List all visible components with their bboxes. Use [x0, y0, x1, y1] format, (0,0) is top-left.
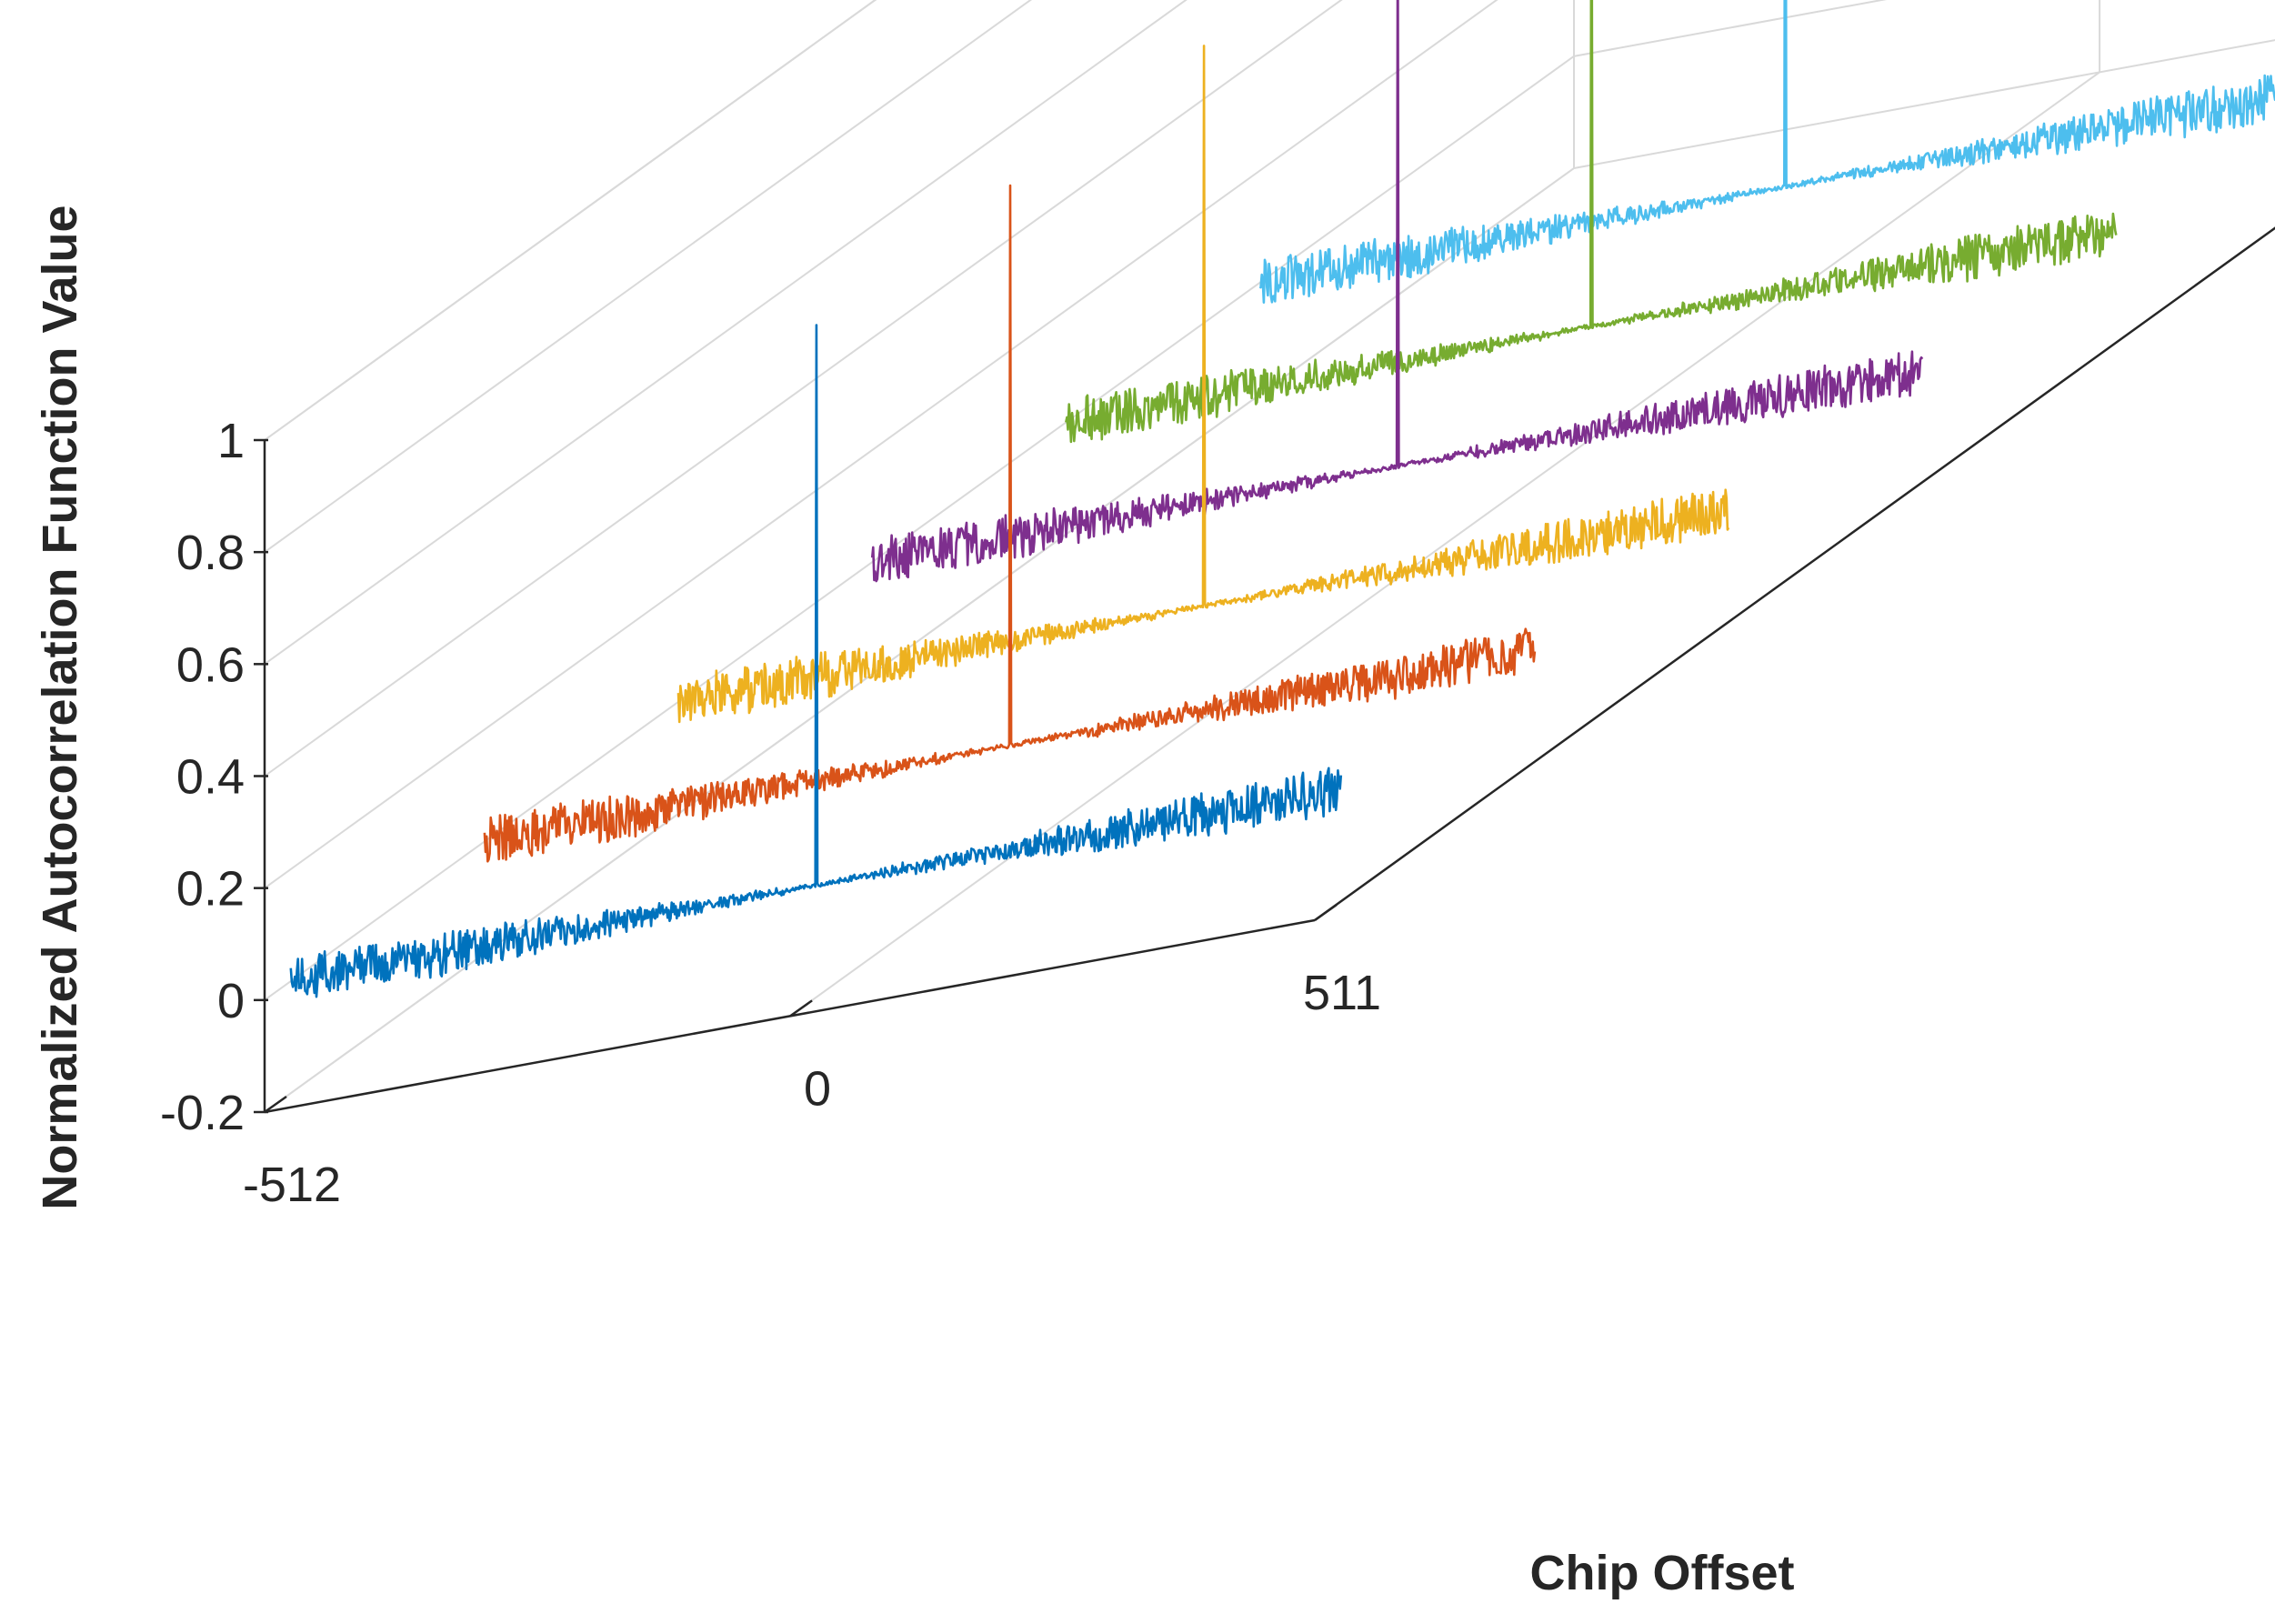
x-axis-title: Chip Offset [1530, 1546, 1795, 1600]
left-wall-gridline [264, 55, 1575, 1001]
series-line [870, 0, 1924, 583]
series-line [676, 45, 1730, 724]
z-tick-label: 0.2 [176, 862, 245, 917]
left-wall-gridline [264, 0, 1188, 666]
left-wall-top-edge [264, 0, 877, 441]
x-tick-label: 511 [1303, 966, 1381, 1020]
grid-layer [264, 0, 2275, 1113]
series-line [1258, 0, 2275, 305]
x-tick-mark [1314, 903, 1338, 922]
axis-layer [254, 226, 2275, 1114]
z-tick-label: 1 [217, 414, 245, 468]
x-axis-line [264, 918, 1316, 1114]
z-tick-label: -0.2 [160, 1086, 245, 1140]
z-tick-label: 0 [217, 974, 245, 1028]
left-wall-gridline [264, 0, 1033, 553]
depth-axis-line [1314, 226, 2275, 922]
series-line [1065, 0, 2118, 444]
x-tick-label: -512 [243, 1158, 341, 1212]
series-layer [289, 0, 2275, 998]
z-tick-label: 0.4 [176, 750, 245, 805]
back-wall-gridline [1573, 0, 1888, 57]
x-tick-mark [264, 1095, 287, 1114]
left-wall-gridline [264, 0, 1498, 889]
series-line [483, 184, 1537, 863]
label-layer: -0.2 0 0.2 0.4 0.6 0.8 1 -512 0 511 [160, 414, 1381, 1212]
floor-gridline [789, 71, 2100, 1018]
x-tick-label: 0 [804, 1061, 831, 1116]
x-tick-mark [789, 999, 813, 1018]
left-wall-gridline [264, 0, 877, 441]
z-tick-label: 0.6 [176, 637, 245, 692]
z-tick-label: 0.8 [176, 526, 245, 580]
back-wall-gridline [1573, 39, 2275, 169]
z-axis-title: Normalized Autocorrelation Function Valu… [33, 205, 87, 1209]
left-wall-gridline [264, 0, 1343, 777]
floor-gridline [1314, 226, 2275, 921]
series-line [289, 324, 1343, 998]
